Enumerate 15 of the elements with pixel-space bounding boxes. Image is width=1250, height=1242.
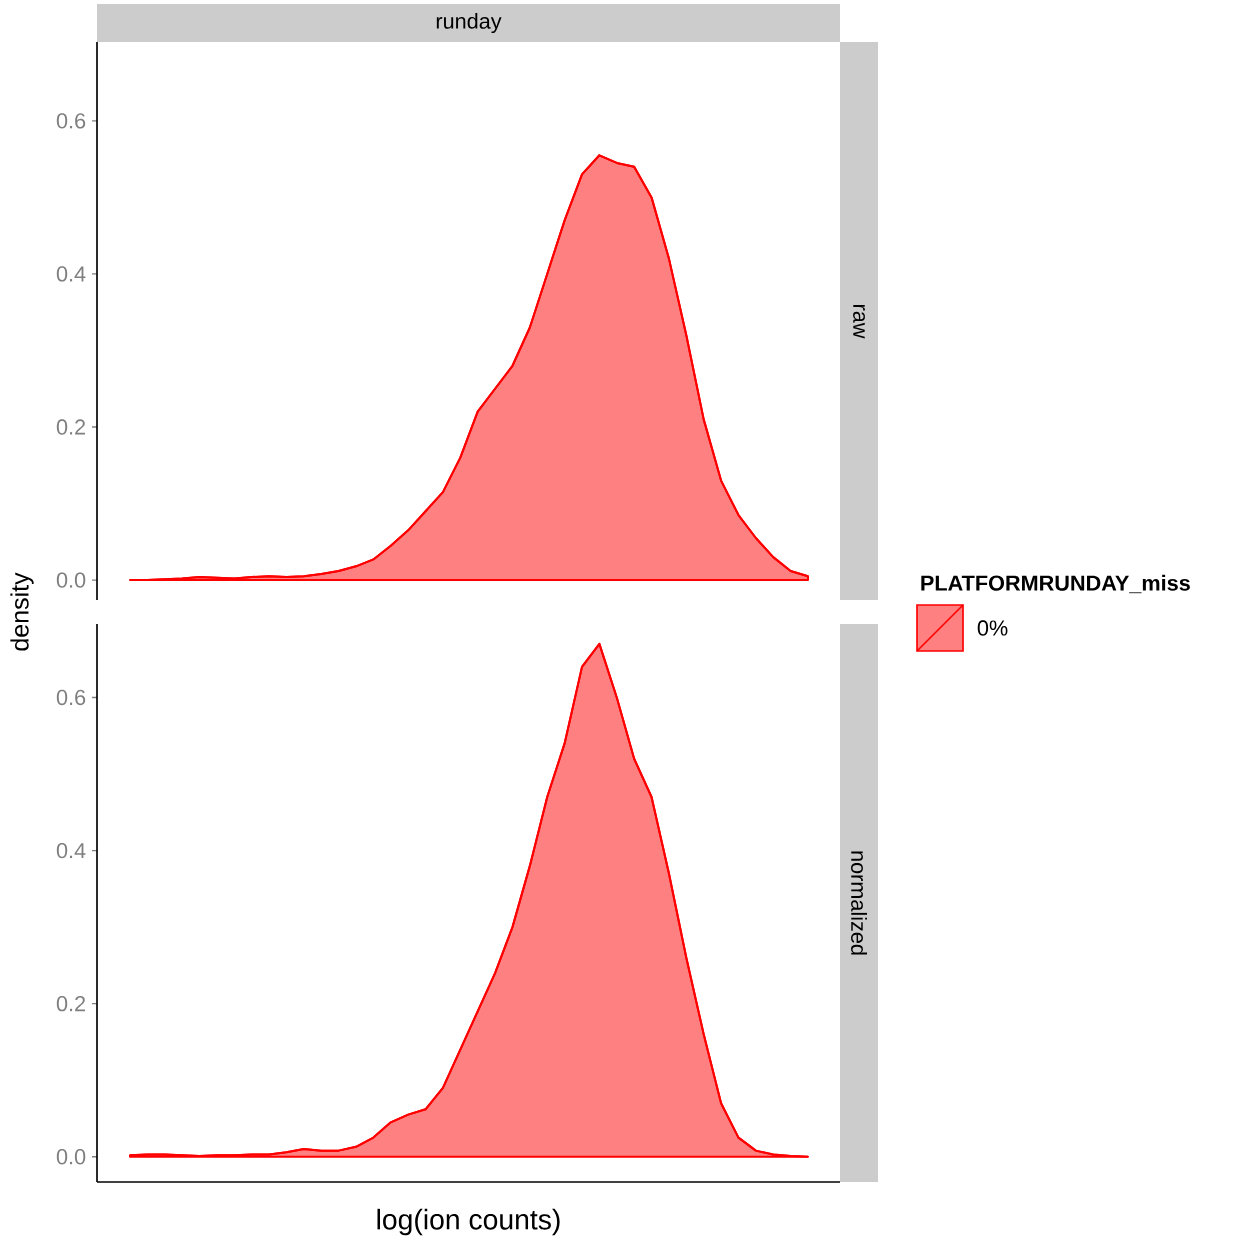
y-tick-label: 0.6 [56, 113, 86, 129]
y-tick-label: 0.2 [56, 995, 86, 1012]
text: normalized [851, 851, 867, 955]
y-tick-label: 0.6 [56, 689, 86, 706]
chart-title: runday [436, 12, 502, 34]
y-tick-label: 0.4 [56, 266, 86, 282]
text: raw [853, 304, 865, 339]
x-axis-title: log(ion counts) [377, 1208, 560, 1236]
y-tick-label: 0.0 [56, 1149, 86, 1165]
legend-label: 0% [977, 620, 1008, 636]
y-tick-label: 0.0 [56, 572, 86, 588]
y-axis-title: density [10, 572, 34, 651]
y-tick-label: 0.2 [56, 419, 86, 435]
y-tick-label: 0.4 [56, 842, 86, 859]
legend-title: PLATFORMRUNDAY_miss [921, 574, 1190, 594]
